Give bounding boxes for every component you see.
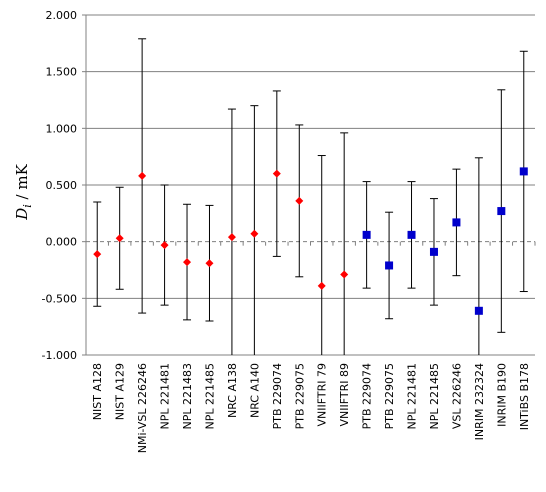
y-tick-labels: -1.000 -0.500 0.000 0.500 1.000 1.500 2.000 [42,9,77,362]
y-tick-label: 0.000 [46,236,78,249]
x-tick-label: PTB 229074 [361,363,374,429]
data-point-square [385,261,394,270]
x-tick-labels: NIST A128 NIST A129 NMi-VSL 226246 NPL 2214… [91,363,531,453]
x-tick-label: NRC A140 [248,363,261,418]
x-tick-label: INRIM 232324 [473,363,486,440]
data-point-diamond [272,169,281,178]
data-point-square [452,218,461,227]
data-point-diamond [160,241,169,250]
y-axis-title-unit: / mK [13,163,31,204]
x-tick-label: NPL 221485 [203,363,216,429]
x-tick-label: INRIM B190 [495,363,508,427]
axes [82,14,536,356]
y-tick-label: -1.000 [42,349,77,362]
data-point-diamond [317,281,326,290]
y-tick-label: -0.500 [42,292,77,305]
y-tick-label: 0.500 [46,179,78,192]
x-tick-label: VNIIFTRI 89 [338,363,351,426]
data-point-diamond [93,250,102,259]
x-tick-label: NPL 221483 [181,363,194,429]
x-tick-label: NPL 221481 [406,363,419,429]
x-tick-label: NPL 221481 [159,363,172,429]
x-tick-label: PTB 229075 [383,363,396,429]
data-point-square [497,207,506,216]
data-point-square [474,306,483,315]
y-tick-label: 1.000 [46,122,78,135]
data-point-diamond [115,234,124,243]
y-tick-label: 2.000 [46,9,78,22]
y-axis-title-symbol: D [13,208,31,221]
x-tick-label: PTB 229075 [293,363,306,429]
y-axis-title: Di / mK [13,163,34,220]
x-tick-label: PTB 229074 [271,363,284,429]
x-tick-label: INTiBS B178 [518,363,531,430]
data-point-square [519,167,528,176]
gridlines [86,14,535,356]
x-tick-label: VNIIFTRI 79 [316,363,329,426]
x-tick-label: VSL 226246 [450,363,463,429]
x-tick-label: NMi-VSL 226246 [136,363,149,453]
data-point-diamond [340,270,349,279]
data-point-diamond [250,229,259,238]
data-point-diamond [295,196,304,205]
y-axis-title-group: Di / mK [13,163,34,220]
x-tick-label: NIST A129 [114,363,127,420]
data-point-diamond [205,259,214,268]
data-point-square [407,230,416,239]
y-tick-label: 1.500 [46,66,78,79]
data-point-diamond [138,171,147,180]
x-tick-label: NIST A128 [91,363,104,420]
data-points [93,167,528,315]
error-bars [93,38,528,355]
x-tick-label: NRC A138 [226,363,239,418]
data-point-diamond [227,233,236,242]
data-point-square [362,230,371,239]
x-tick-label: NPL 221485 [428,363,441,429]
data-point-square [429,247,438,256]
data-point-diamond [183,258,192,267]
y-axis-title-subscript: i [21,204,34,208]
